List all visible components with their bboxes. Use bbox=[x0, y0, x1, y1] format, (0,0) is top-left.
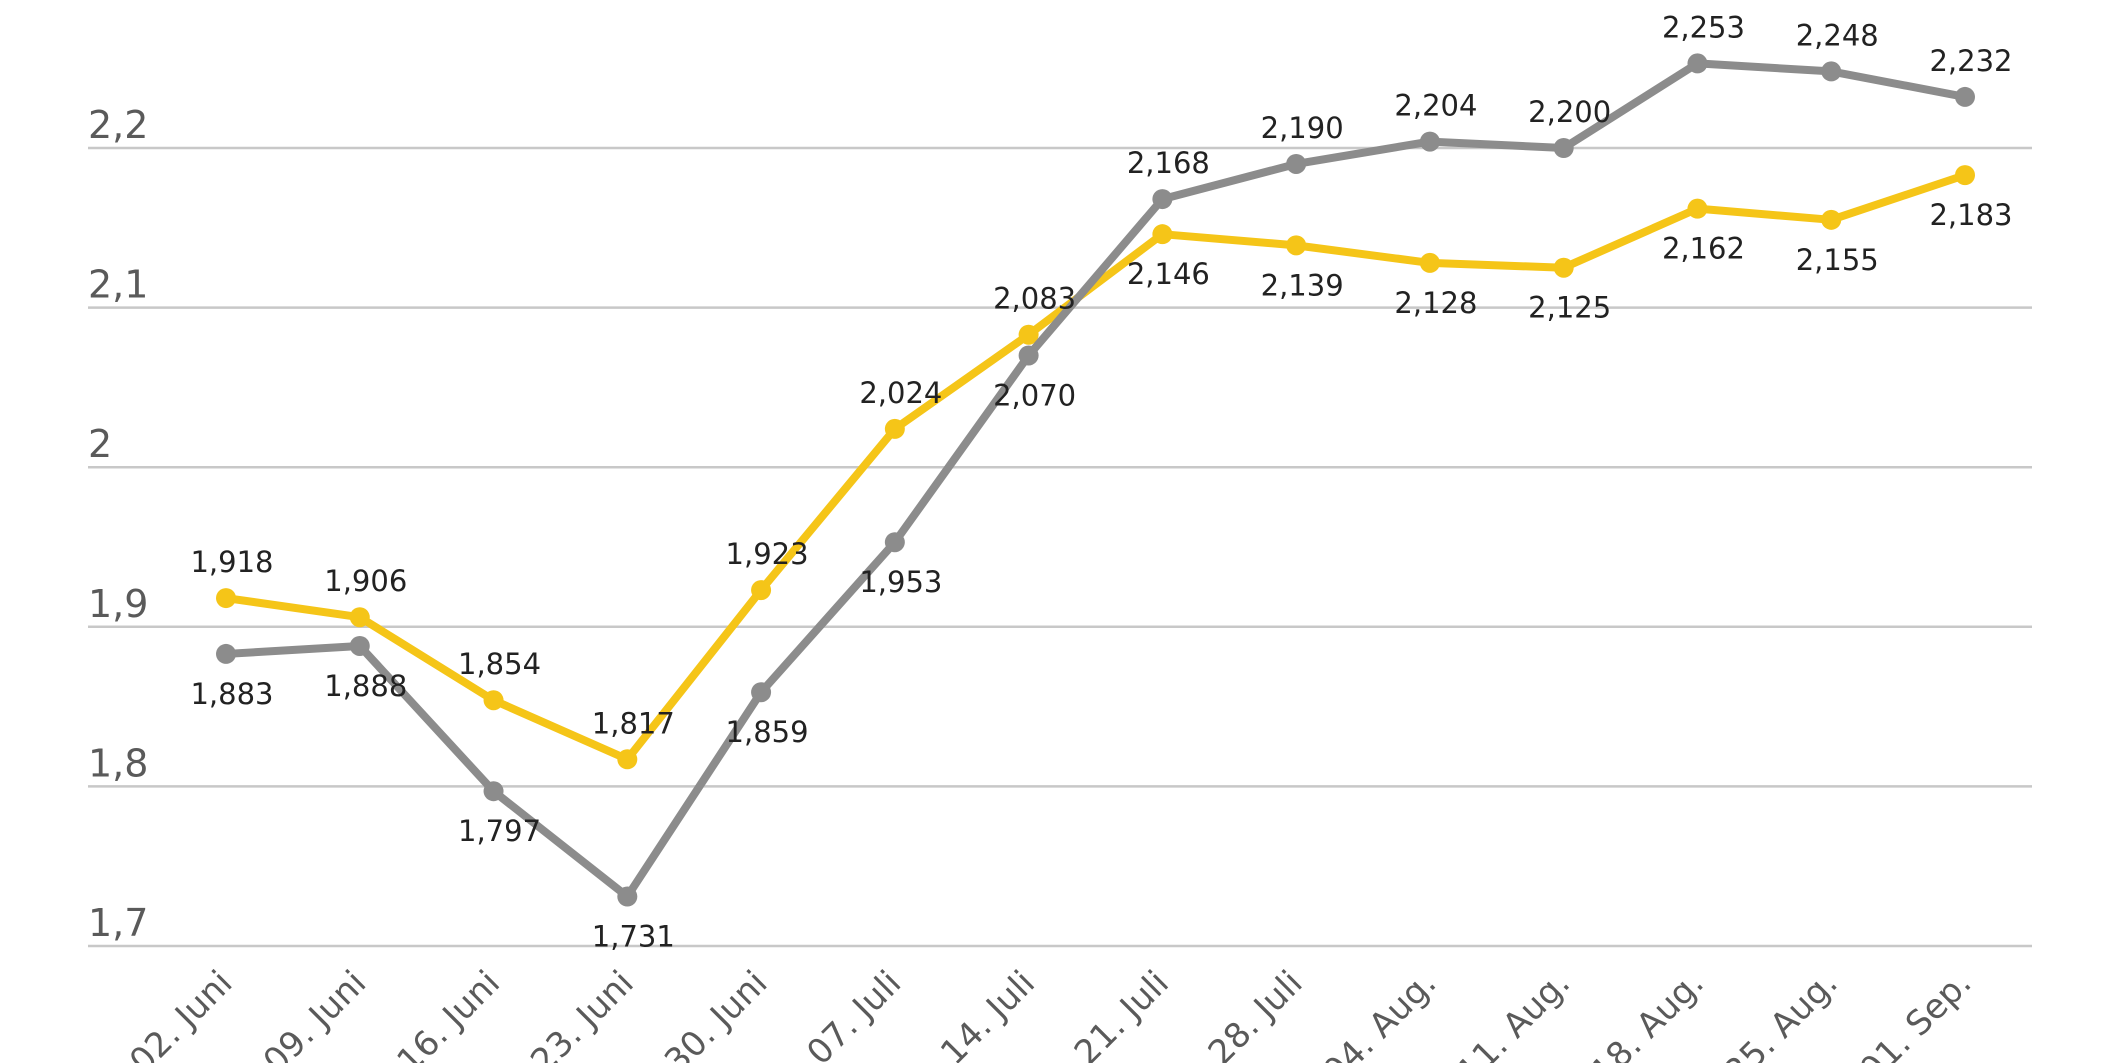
series-line bbox=[222, 59, 1969, 901]
data-point bbox=[1419, 131, 1440, 152]
data-label: 1,731 bbox=[592, 920, 675, 954]
data-label: 2,200 bbox=[1528, 95, 1611, 129]
data-point bbox=[1955, 86, 1975, 107]
data-point bbox=[1553, 138, 1574, 158]
data-labels: 1,918 1,906 1,854 1,817 1,923 2,024 2,083 2,146… bbox=[190, 10, 2012, 953]
data-label: 2,139 bbox=[1261, 268, 1344, 302]
x-tick-label: 11. Aug. bbox=[1449, 963, 1578, 1063]
data-label: 1,817 bbox=[592, 706, 675, 740]
data-point bbox=[884, 532, 905, 553]
data-point bbox=[216, 588, 236, 609]
data-label: 2,070 bbox=[993, 378, 1076, 412]
data-label: 2,248 bbox=[1796, 18, 1879, 52]
data-point bbox=[1286, 235, 1307, 256]
series-line bbox=[222, 171, 1969, 764]
x-tick-label: 07. Juli bbox=[799, 963, 909, 1063]
data-label: 1,854 bbox=[458, 647, 541, 681]
data-label: 2,232 bbox=[1929, 44, 2012, 78]
data-label: 2,162 bbox=[1662, 232, 1745, 266]
data-point bbox=[1821, 61, 1842, 82]
x-tick-label: 25. Aug. bbox=[1717, 963, 1846, 1063]
data-label: 1,883 bbox=[190, 677, 273, 711]
data-label: 2,168 bbox=[1127, 146, 1210, 180]
data-label: 2,155 bbox=[1796, 243, 1879, 277]
data-point bbox=[884, 418, 905, 439]
gridlines bbox=[88, 146, 2032, 948]
data-label: 1,797 bbox=[458, 814, 541, 848]
data-point bbox=[617, 749, 638, 770]
y-tick-label: 1,9 bbox=[88, 582, 148, 626]
x-tick-label: 09. Juni bbox=[256, 963, 374, 1063]
data-point bbox=[216, 643, 236, 664]
y-tick-label: 2 bbox=[88, 422, 112, 466]
data-point bbox=[349, 635, 370, 656]
x-tick-label: 30. Juni bbox=[657, 963, 775, 1063]
data-point bbox=[751, 682, 772, 703]
x-tick-label: 04. Aug. bbox=[1316, 963, 1445, 1063]
data-label: 1,906 bbox=[324, 564, 407, 598]
x-tick-label: 21. Juli bbox=[1067, 963, 1177, 1063]
data-point bbox=[1018, 345, 1039, 366]
data-point bbox=[1018, 324, 1039, 345]
data-point bbox=[1286, 153, 1307, 174]
data-point bbox=[617, 886, 638, 907]
data-label: 2,024 bbox=[859, 376, 942, 410]
data-label: 2,083 bbox=[993, 282, 1076, 316]
data-label: 2,146 bbox=[1127, 257, 1210, 291]
data-point bbox=[483, 781, 504, 802]
data-label: 1,888 bbox=[324, 669, 407, 703]
x-tick-label: 02. Juni bbox=[122, 963, 240, 1063]
data-label: 2,253 bbox=[1662, 10, 1745, 44]
y-tick-label: 1,7 bbox=[88, 901, 148, 945]
data-point bbox=[751, 580, 772, 601]
data-point bbox=[1419, 252, 1440, 273]
data-label: 2,190 bbox=[1261, 111, 1344, 145]
x-tick-label: 18. Aug. bbox=[1583, 963, 1712, 1063]
y-tick-label: 2,2 bbox=[88, 103, 148, 147]
data-label: 2,204 bbox=[1394, 89, 1477, 123]
y-axis-ticks: 1,7 1,8 1,9 2 2,1 2,2 bbox=[88, 103, 148, 945]
data-label: 2,183 bbox=[1929, 198, 2012, 232]
data-label: 1,859 bbox=[726, 715, 809, 749]
x-tick-label: 23. Juni bbox=[523, 963, 641, 1063]
data-point bbox=[1152, 224, 1173, 245]
y-tick-label: 2,1 bbox=[88, 263, 148, 307]
x-tick-label: 14. Juli bbox=[933, 963, 1043, 1063]
data-point bbox=[1687, 198, 1708, 219]
x-tick-label: 16. Juni bbox=[389, 963, 507, 1063]
data-point bbox=[1821, 209, 1842, 230]
data-point bbox=[1152, 189, 1173, 210]
x-tick-label: 28. Juli bbox=[1201, 963, 1311, 1063]
series-lines bbox=[216, 53, 1975, 907]
data-point bbox=[1955, 165, 1975, 186]
data-label: 1,923 bbox=[726, 537, 809, 571]
data-point bbox=[349, 607, 370, 628]
data-point bbox=[483, 690, 504, 711]
data-point bbox=[1687, 53, 1708, 74]
data-label: 2,128 bbox=[1394, 286, 1477, 320]
x-axis-ticks: 02. Juni 09. Juni 16. Juni 23. Juni 30. Juni… bbox=[122, 963, 1979, 1063]
x-tick-label: 01. Sep. bbox=[1852, 963, 1979, 1063]
data-point bbox=[1553, 257, 1574, 278]
data-label: 1,953 bbox=[859, 565, 942, 599]
data-label: 1,918 bbox=[190, 545, 273, 579]
data-label: 2,125 bbox=[1528, 291, 1611, 325]
y-tick-label: 1,8 bbox=[88, 741, 148, 785]
